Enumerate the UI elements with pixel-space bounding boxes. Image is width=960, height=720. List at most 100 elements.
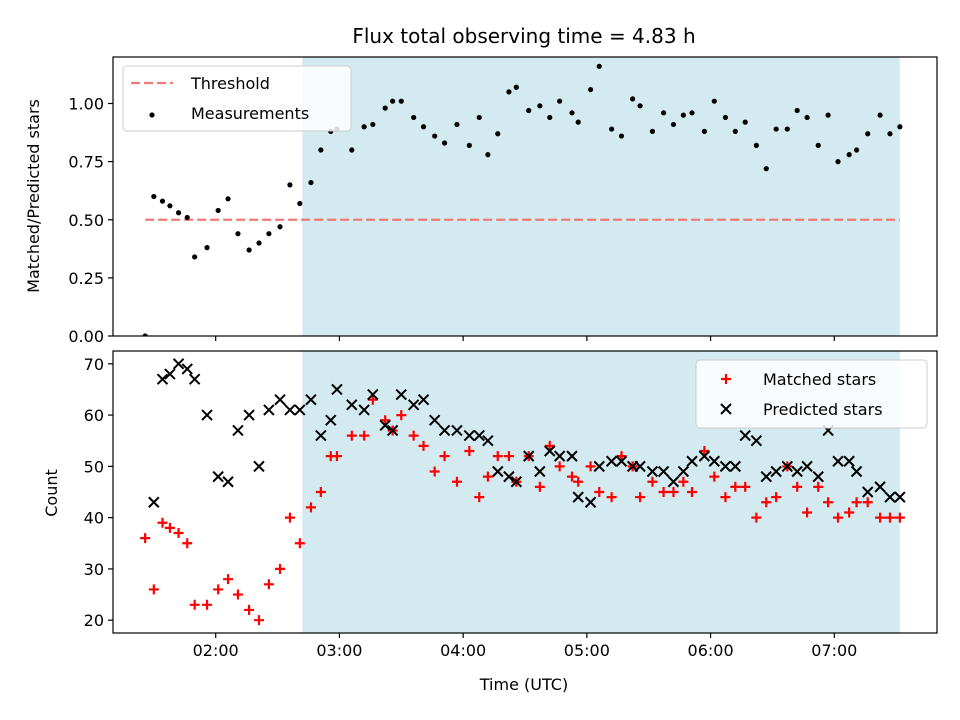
matched-point xyxy=(464,445,475,456)
series-predicted-stars xyxy=(148,358,906,508)
matched-point xyxy=(616,451,627,462)
measurement-point xyxy=(441,140,448,146)
measurement-point xyxy=(649,128,656,134)
matched-point xyxy=(157,517,168,528)
predicted-point xyxy=(222,476,234,488)
top-legend: Threshold Measurements xyxy=(122,65,352,132)
predicted-point xyxy=(832,455,844,467)
measurement-point xyxy=(670,121,677,128)
matched-point xyxy=(492,451,503,462)
legend-matched-swatch xyxy=(721,374,731,384)
measurement-point xyxy=(887,131,893,137)
matched-point xyxy=(367,394,378,405)
predicted-point xyxy=(874,481,886,493)
predicted-point xyxy=(315,429,327,442)
measurement-point xyxy=(835,159,841,165)
measurement-point xyxy=(846,152,852,158)
matched-point xyxy=(647,476,658,487)
predicted-point xyxy=(750,435,763,447)
matched-point xyxy=(148,584,159,595)
predicted-point xyxy=(843,455,855,467)
matched-point xyxy=(331,451,342,462)
measurement-point xyxy=(897,124,903,130)
matched-point xyxy=(761,497,772,508)
matched-point xyxy=(751,512,762,523)
predicted-point xyxy=(482,435,494,447)
predicted-point xyxy=(850,465,863,478)
predicted-point xyxy=(463,429,476,442)
measurement-point xyxy=(361,124,367,130)
top-panel: 0.00 0.25 0.50 0.75 1.00 Threshold Measurement… xyxy=(68,56,938,346)
matched-point xyxy=(482,471,493,482)
top-ylabel: Matched/Predicted stars xyxy=(24,99,43,293)
bottom-legend: Matched stars Predicted stars xyxy=(695,359,928,429)
x-tick-label: 05:00 xyxy=(564,641,610,660)
matched-point xyxy=(182,538,193,549)
measurement-point xyxy=(420,124,427,130)
matched-point xyxy=(189,599,200,610)
predicted-point xyxy=(284,404,296,416)
predicted-point xyxy=(201,409,213,421)
measurement-point xyxy=(815,142,821,148)
measurement-point xyxy=(184,214,190,221)
predicted-point xyxy=(253,460,265,473)
predicted-point xyxy=(417,394,430,406)
predicted-point xyxy=(294,404,306,416)
matched-point xyxy=(173,528,184,539)
matched-point xyxy=(380,415,391,426)
matched-point xyxy=(544,440,555,451)
measurement-point xyxy=(701,128,707,134)
matched-point xyxy=(687,487,698,497)
matched-point xyxy=(884,512,895,523)
matched-point xyxy=(594,487,605,497)
measurement-point xyxy=(411,114,417,121)
measurement-point xyxy=(204,245,210,251)
predicted-point xyxy=(739,429,751,442)
predicted-point xyxy=(181,363,193,375)
predicted-point xyxy=(243,409,255,421)
measurement-point xyxy=(537,103,543,109)
predicted-point xyxy=(801,460,813,473)
predicted-point xyxy=(572,491,584,503)
matched-point xyxy=(851,497,862,508)
matched-point xyxy=(862,497,873,508)
predicted-point xyxy=(232,424,244,437)
predicted-point xyxy=(615,455,628,467)
x-tick-label: 04:00 xyxy=(440,641,486,660)
matched-point xyxy=(699,445,710,456)
predicted-point xyxy=(605,455,618,467)
y-tick-label: 0.50 xyxy=(68,211,104,230)
matched-point xyxy=(202,599,213,610)
measurement-point xyxy=(225,196,231,202)
matched-point xyxy=(709,471,720,482)
predicted-point xyxy=(657,465,670,478)
matched-point xyxy=(359,430,370,441)
matched-point xyxy=(275,563,286,574)
matched-point xyxy=(294,538,305,549)
matched-point xyxy=(740,481,751,492)
measurement-point xyxy=(485,152,491,158)
matched-point xyxy=(164,522,175,533)
matched-point xyxy=(396,410,407,421)
predicted-point xyxy=(812,470,824,483)
measurement-point xyxy=(763,166,769,172)
predicted-point xyxy=(263,404,275,416)
measurement-point xyxy=(825,112,831,118)
measurement-point xyxy=(215,207,221,214)
legend-box xyxy=(695,359,928,429)
chart-title: Flux total observing time = 4.83 h xyxy=(352,24,695,48)
matched-point xyxy=(844,507,855,518)
predicted-point xyxy=(534,465,546,478)
predicted-point xyxy=(677,465,690,478)
measurement-point xyxy=(732,128,738,134)
measurement-point xyxy=(722,114,729,121)
matched-point xyxy=(567,471,578,482)
matched-point xyxy=(315,487,326,497)
y-tick-label: 0.00 xyxy=(68,327,104,346)
predicted-point xyxy=(634,460,646,473)
measurement-point xyxy=(151,193,157,200)
predicted-point xyxy=(503,470,515,483)
top-frame xyxy=(112,56,938,337)
matched-point xyxy=(720,492,731,503)
y-tick-label: 60 xyxy=(84,406,104,425)
